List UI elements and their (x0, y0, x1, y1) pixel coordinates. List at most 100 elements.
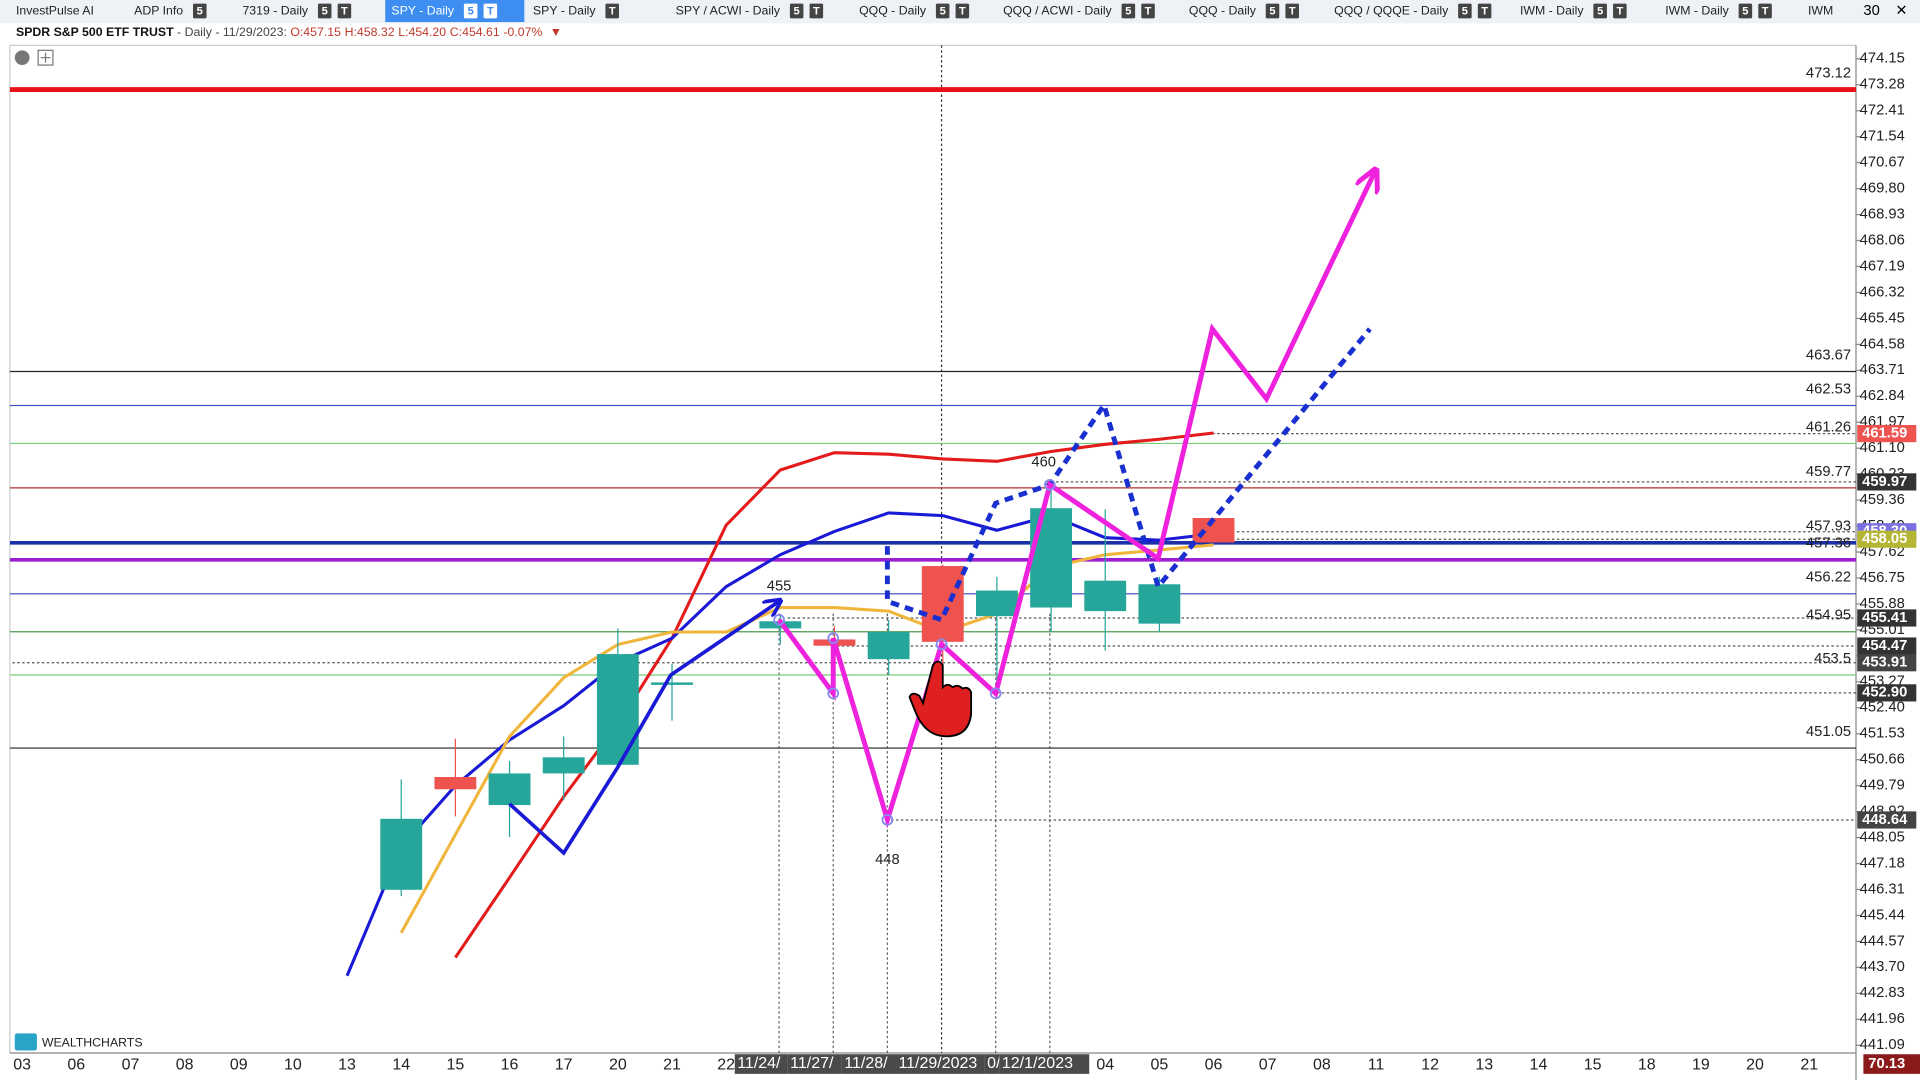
plot: 455 448 460 (9, 45, 1856, 1053)
y-tick-label: 468.93 (1860, 206, 1905, 222)
tab-label: InvestPulse AI (16, 3, 94, 17)
anchor-point (989, 687, 1002, 700)
x-tick-label: 11/24/ (737, 1055, 781, 1072)
tab-badge: T (487, 6, 494, 18)
tab[interactable]: IWM (1801, 0, 1853, 23)
x-tick-label: 22 (717, 1057, 735, 1074)
price-tag: 452.90 (1862, 685, 1907, 701)
tab-badge-bg (1477, 3, 1492, 19)
tab-badge-bg (317, 3, 332, 19)
y-tick-label: 445.44 (1860, 907, 1905, 923)
candle-body (488, 773, 531, 806)
close-button[interactable]: ✕ (1895, 3, 1907, 19)
tab-badge: 5 (468, 6, 474, 18)
tab[interactable]: ADP Info 5 (128, 0, 229, 23)
tab-badge: 5 (197, 6, 203, 18)
x-tick-label: 15 (446, 1057, 464, 1074)
tab-label: ADP Info (134, 3, 183, 17)
low: L:454.20 (398, 25, 446, 39)
x-tick-label: 16 (501, 1057, 519, 1074)
y-tick-label: 441.09 (1860, 1037, 1905, 1053)
indicator-tag-bg (1863, 1054, 1920, 1074)
tab-label: 7319 - Daily (242, 3, 308, 17)
x-tick-label: 0/ (987, 1055, 1001, 1072)
tab-badge: 5 (322, 6, 328, 18)
x-tick-label: 06 (1205, 1057, 1223, 1074)
y-tick-label: 468.06 (1860, 232, 1905, 248)
add-icon[interactable] (37, 49, 54, 66)
tab-badge-bg (1285, 3, 1299, 19)
x-tick-label: 07 (122, 1057, 140, 1074)
candle-body (651, 682, 693, 685)
tab[interactable]: InvestPulse AI (9, 0, 121, 23)
price-level-label: 462.53 (1806, 381, 1851, 397)
y-tick-label: 463.71 (1860, 362, 1905, 378)
price-level-label: 457.93 (1806, 519, 1851, 535)
x-tick-label: 03 (13, 1057, 31, 1074)
tab[interactable]: IWM - Daily 5 T (1513, 0, 1652, 23)
tab[interactable]: SPY - Daily T (526, 0, 663, 23)
price-tag-bg (1857, 424, 1917, 443)
tab[interactable]: SPY / ACWI - Daily 5 T (669, 0, 846, 23)
price-tag-bg (1857, 684, 1917, 702)
candle-body (1084, 580, 1127, 612)
tab-count[interactable]: 30 (1863, 3, 1879, 19)
dropdown-arrow[interactable]: ▼ (550, 25, 562, 39)
price-tag-bg (1857, 654, 1917, 672)
symbol-header: SPDR S&P 500 ETF TRUST - Daily - 11/29/2… (16, 25, 562, 39)
anchor-point (881, 813, 894, 826)
tab-bg (852, 0, 990, 23)
y-tick-label: 469.80 (1860, 181, 1905, 197)
tab[interactable]: IWM - Daily 5 T (1659, 0, 1797, 23)
tab-badge: T (1762, 6, 1769, 18)
y-tick-label: 462.84 (1860, 388, 1905, 404)
y-tick-label: 442.83 (1860, 985, 1905, 1001)
x-tick-label: 11/28/ (844, 1055, 888, 1072)
tab[interactable]: QQQ / ACWI - Daily 5 T (996, 0, 1176, 23)
tabs: InvestPulse AI ADP Info 5 7319 - Daily 5 T SPY… (9, 0, 1853, 23)
price-tag-bg (1857, 609, 1917, 627)
x-tick-label: 08 (176, 1057, 194, 1074)
y-tick-label: 473.28 (1860, 77, 1905, 93)
tab-badge: T (341, 6, 348, 18)
x-tick-label: 05 (1150, 1057, 1168, 1074)
tab[interactable]: QQQ / QQQE - Daily 5 T (1328, 0, 1507, 23)
tab-badge-bg (1613, 3, 1627, 19)
price-level-label: 461.26 (1806, 419, 1851, 435)
candle-body (542, 757, 585, 774)
x-tick-label: 14 (1530, 1057, 1548, 1074)
tab[interactable]: QQQ - Daily 5 T (852, 0, 990, 23)
tab[interactable]: 7319 - Daily 5 T (236, 0, 377, 23)
y-tick-label: 443.70 (1860, 959, 1905, 975)
y-tick-label: 466.32 (1860, 284, 1905, 300)
tab-label: IWM - Daily (1665, 3, 1729, 17)
y-tick-label: 461.10 (1860, 440, 1905, 456)
tab[interactable]: SPY - Daily 5 T (385, 0, 525, 23)
tab-bg (1801, 0, 1853, 23)
tab[interactable]: QQQ - Daily 5 T (1182, 0, 1321, 23)
x-tick-label: 19 (1692, 1057, 1710, 1074)
candle-body (867, 632, 910, 660)
close: C:454.61 (450, 25, 500, 39)
tool-icon[interactable] (14, 50, 30, 66)
price-level-label: 454.95 (1806, 608, 1851, 624)
price-tag-bg (1857, 811, 1917, 829)
x-tick-label: 08 (1313, 1057, 1331, 1074)
tab-badge: 5 (1125, 6, 1131, 18)
tab-badge: T (813, 6, 820, 18)
dashed-projection (884, 327, 1372, 623)
price-tag: 459.97 (1862, 474, 1907, 490)
axes: 474.15 473.28 472.41 471.54 470.67 469.80 468.… (13, 51, 1920, 1074)
y-tick-label: 474.15 (1860, 51, 1905, 67)
x-label-highlight (787, 1054, 842, 1074)
tab-label: IWM - Daily (1520, 3, 1584, 17)
blue-arrow (508, 601, 780, 856)
add-icon-plus (40, 52, 51, 63)
logo-icon (14, 1033, 37, 1051)
candle-body (380, 818, 423, 890)
tab-badge: T (1145, 6, 1152, 18)
candle-body (1030, 508, 1072, 608)
x-tick-label: 11/27/ (790, 1055, 834, 1072)
